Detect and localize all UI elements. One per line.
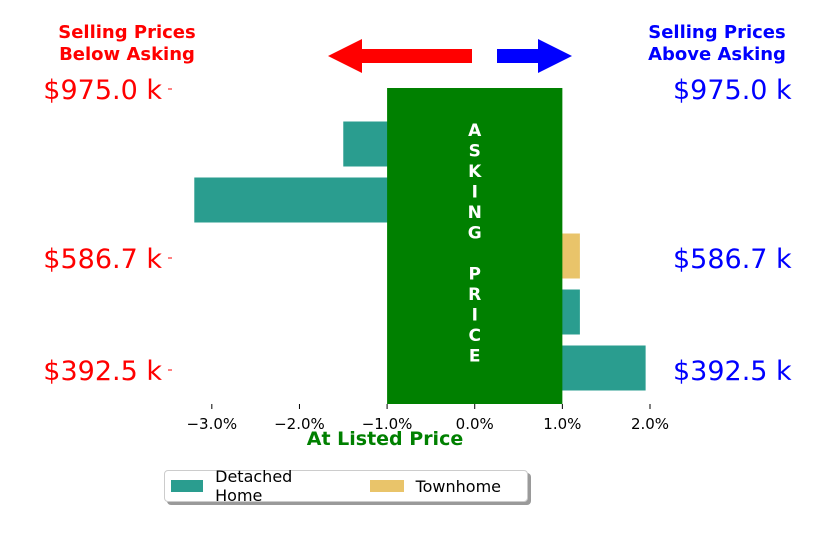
- x-axis-label: At Listed Price: [307, 428, 463, 450]
- band-letter-3: K: [468, 162, 482, 182]
- y-axis-left: $975.0 k $586.7 k $392.5 k: [43, 75, 172, 387]
- legend-item-detached-home: Detached Home: [171, 467, 338, 505]
- band-letter-1: A: [468, 121, 482, 141]
- legend-item-townhome: Townhome: [369, 476, 501, 496]
- band-letter-12: E: [469, 347, 481, 367]
- band-letter-5: N: [468, 203, 482, 223]
- x-tick-label-5: 1.0%: [543, 415, 581, 433]
- band-letter-2: S: [469, 142, 481, 162]
- x-tick-label-1: −3.0%: [186, 415, 237, 433]
- band-letter-10: I: [472, 306, 478, 326]
- band-letter-8: P: [468, 265, 480, 285]
- legend: Detached Home Townhome: [164, 467, 528, 505]
- band-letter-11: C: [468, 326, 480, 346]
- y-tick-label-left-3: $392.5 k: [43, 356, 162, 387]
- header-right-line1: Selling Prices: [648, 22, 785, 43]
- y-tick-label-left-1: $975.0 k: [43, 75, 162, 106]
- y-tick-label-right-3: $392.5 k: [673, 356, 792, 387]
- asking-price-band: [387, 88, 563, 404]
- y-tick-label-right-1: $975.0 k: [673, 75, 792, 106]
- y-tick-label-right-2: $586.7 k: [673, 244, 792, 275]
- header-left-line2: Below Asking: [59, 44, 195, 65]
- x-axis: −3.0% −2.0% −1.0% 0.0% 1.0% 2.0%: [186, 404, 669, 433]
- legend-label-townhome: Townhome: [415, 476, 501, 496]
- arrow-left-icon: [328, 39, 472, 73]
- y-axis-right: $975.0 k $586.7 k $392.5 k: [673, 75, 792, 387]
- legend-label-detached-home: Detached Home: [215, 467, 293, 505]
- x-tick-label-4: 0.0%: [456, 415, 494, 433]
- arrow-right-icon: [497, 39, 572, 73]
- header-left-line1: Selling Prices: [58, 22, 195, 43]
- asking-price-band-rect: [387, 88, 563, 404]
- x-tick-label-2: −2.0%: [274, 415, 325, 433]
- band-letter-6: G: [468, 224, 482, 244]
- legend-swatch-townhome: [369, 480, 404, 492]
- x-tick-label-6: 2.0%: [631, 415, 669, 433]
- band-letter-9: R: [468, 285, 481, 305]
- x-tick-label-3: −1.0%: [362, 415, 413, 433]
- band-letter-4: I: [472, 183, 478, 203]
- legend-swatch-detached-home: [171, 480, 204, 492]
- y-tick-label-left-2: $586.7 k: [43, 244, 162, 275]
- header-right-line2: Above Asking: [648, 44, 786, 65]
